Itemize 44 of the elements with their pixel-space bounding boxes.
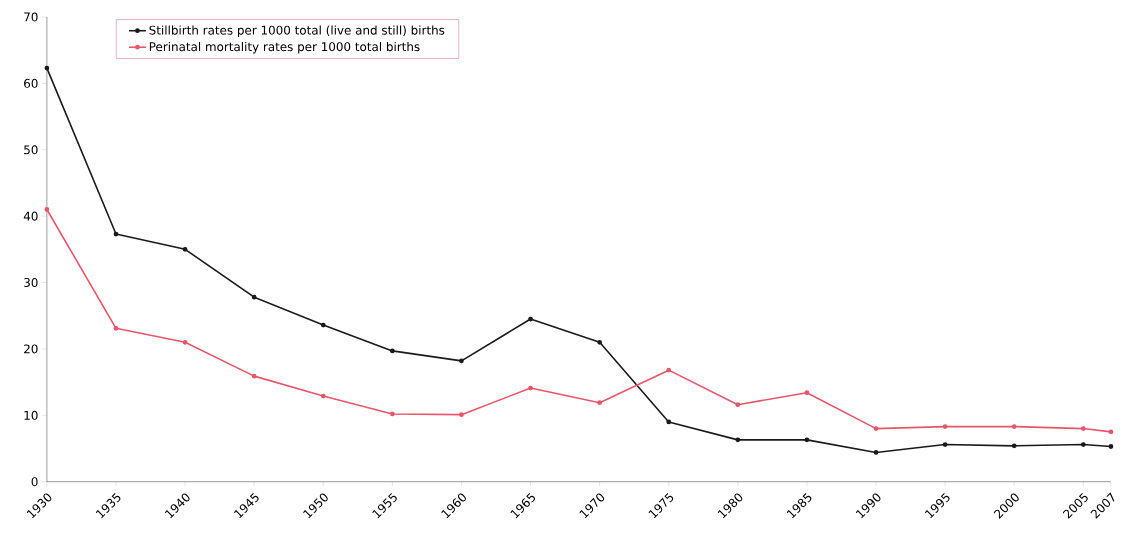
point: [320, 393, 326, 399]
point: [320, 322, 326, 328]
legend-label: Perinatal mortality rates per 1000 total births: [149, 42, 420, 54]
point: [389, 348, 395, 354]
point: [1080, 442, 1086, 448]
y-tick-label: 40: [23, 211, 38, 221]
point: [735, 437, 741, 443]
point: [735, 402, 741, 408]
point: [528, 385, 533, 391]
point: [251, 294, 257, 300]
y-tick-label: 30: [24, 278, 38, 288]
point: [1011, 424, 1017, 430]
y-tick-label: 70: [24, 12, 38, 22]
point: [1011, 443, 1017, 449]
point: [873, 426, 879, 432]
y-tick-label: 50: [24, 145, 38, 155]
y-tick-label: 60: [24, 79, 38, 89]
point: [666, 419, 672, 425]
y-tick-label: 10: [24, 411, 38, 421]
y-tick-label: 20: [24, 344, 38, 354]
point: [1108, 429, 1114, 435]
point: [597, 340, 603, 345]
y-tick-label: 0: [31, 477, 38, 487]
point: [528, 316, 533, 322]
point: [113, 231, 119, 237]
point: [873, 450, 879, 456]
point: [182, 340, 188, 345]
point: [1080, 426, 1086, 432]
point: [804, 437, 810, 443]
point: [942, 424, 948, 430]
point: [459, 358, 464, 364]
point: [44, 207, 50, 213]
point: [182, 247, 188, 252]
point: [459, 412, 464, 418]
point: [666, 368, 672, 373]
point: [44, 65, 50, 71]
point: [389, 411, 395, 417]
point: [597, 400, 603, 406]
point: [1108, 444, 1114, 450]
point: [942, 442, 948, 448]
point: [804, 390, 810, 396]
point: [251, 373, 257, 379]
point: [113, 326, 119, 331]
legend-label: Stillbirth rates per 1000 total (live and still) births: [149, 25, 445, 38]
